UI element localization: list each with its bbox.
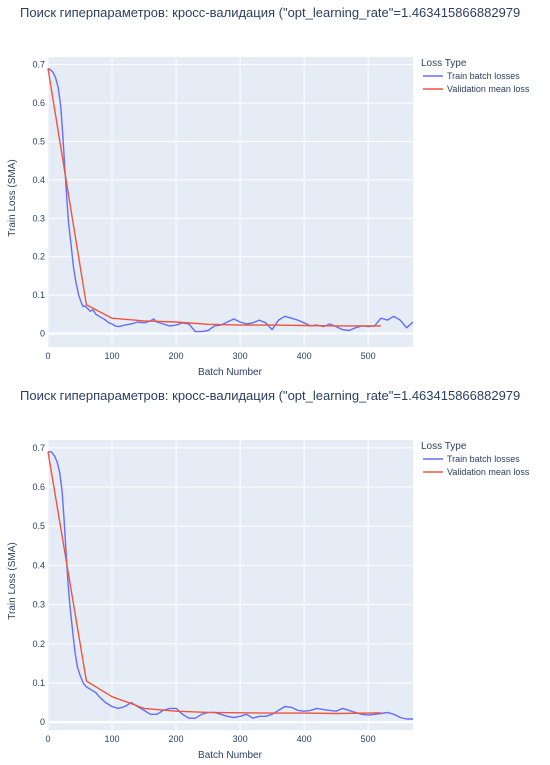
y-tick-label: 0.4: [32, 560, 45, 570]
series-line-validation-mean-loss: [47, 451, 382, 715]
x-tick-label: 100: [105, 734, 120, 744]
x-tick-label: 0: [45, 734, 50, 744]
y-tick-label: 0.2: [32, 252, 45, 262]
x-axis-title: Batch Number: [198, 367, 263, 378]
legend-title: Loss Type: [421, 58, 467, 69]
legend-label-validation: Validation mean loss: [447, 84, 530, 94]
series-line-train-batch-losses: [48, 451, 413, 720]
y-tick-label: 0.7: [32, 60, 45, 70]
legend: Loss Type Train batch losses Validation …: [421, 58, 530, 94]
x-tick-label: 300: [233, 734, 248, 744]
y-tick-label: 0.5: [32, 137, 45, 147]
series-lines: [47, 451, 413, 720]
y-tick-label: 0.5: [32, 521, 45, 531]
legend-title: Loss Type: [421, 441, 467, 452]
legend-label-validation: Validation mean loss: [447, 467, 530, 477]
chart-panel-2: Поиск гиперпараметров: кросс-валидация (…: [0, 383, 550, 765]
y-tick-label: 0.6: [32, 98, 45, 108]
x-tick-label: 400: [297, 734, 312, 744]
x-tick-label: 300: [233, 351, 248, 361]
x-tick-label: 500: [361, 351, 376, 361]
grid-lines: [47, 57, 413, 347]
y-tick-label: 0.3: [32, 600, 45, 610]
chart-title: Поиск гиперпараметров: кросс-валидация (…: [20, 388, 520, 403]
chart-title: Поиск гиперпараметров: кросс-валидация (…: [20, 5, 520, 20]
y-tick-label: 0: [40, 717, 45, 727]
x-tick-label: 0: [45, 351, 50, 361]
y-tick-label: 0.1: [32, 290, 45, 300]
series-lines: [47, 67, 414, 333]
y-tick-label: 0.2: [32, 639, 45, 649]
x-tick-labels: 0 100 200 300 400 500: [45, 734, 375, 744]
series-line-validation-mean-loss: [47, 68, 381, 327]
chart-svg: Поиск гиперпараметров: кросс-валидация (…: [7, 5, 530, 378]
x-tick-label: 200: [169, 351, 184, 361]
legend-label-train: Train batch losses: [447, 71, 520, 81]
x-tick-label: 500: [361, 734, 376, 744]
y-tick-labels: 0 0.1 0.2 0.3 0.4 0.5 0.6 0.7: [32, 60, 45, 339]
x-tick-labels: 0 100 200 300 400 500: [45, 351, 375, 361]
y-tick-label: 0.6: [32, 482, 45, 492]
y-axis-title: Train Loss (SMA): [7, 159, 18, 236]
chart-panel-1: Поиск гиперпараметров: кросс-валидация (…: [0, 0, 550, 382]
x-tick-label: 400: [297, 351, 312, 361]
y-tick-labels: 0 0.1 0.2 0.3 0.4 0.5 0.6 0.7: [32, 443, 45, 727]
y-tick-label: 0.7: [32, 443, 45, 453]
y-tick-label: 0.3: [32, 213, 45, 223]
legend: Loss Type Train batch losses Validation …: [421, 441, 530, 477]
legend-label-train: Train batch losses: [447, 454, 520, 464]
x-tick-label: 200: [169, 734, 184, 744]
plot-area: [48, 440, 413, 730]
x-tick-label: 100: [105, 351, 120, 361]
chart-svg: Поиск гиперпараметров: кросс-валидация (…: [7, 388, 530, 761]
y-tick-label: 0.1: [32, 678, 45, 688]
grid-lines: [47, 440, 413, 730]
y-axis-title: Train Loss (SMA): [7, 542, 18, 619]
x-axis-title: Batch Number: [198, 750, 263, 761]
y-tick-label: 0.4: [32, 175, 45, 185]
y-tick-label: 0: [40, 329, 45, 339]
plot-area: [48, 57, 413, 347]
